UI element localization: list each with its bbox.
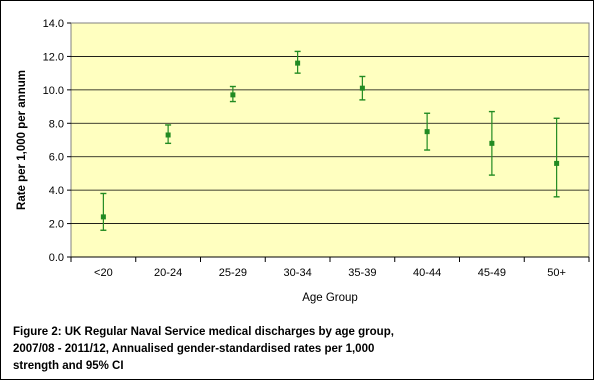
x-tick-label: 25-29 xyxy=(219,267,247,279)
y-tick-label: 14.0 xyxy=(43,18,64,30)
x-axis-ticks: <20 20-24 25-29 30-34 35-39 40-44 45-49 50+ xyxy=(70,257,590,279)
y-tick-label: 0.0 xyxy=(49,252,64,264)
y-tick-label: 10.0 xyxy=(43,85,64,97)
y-tick-label: 12.0 xyxy=(43,51,64,63)
caption-line-3: strength and 95% CI xyxy=(13,360,124,372)
x-tick-label: <20 xyxy=(94,267,113,279)
y-axis-ticks: 0.0 2.0 4.0 6.0 8.0 10.0 12.0 14.0 xyxy=(43,18,71,264)
x-tick-label: 35-39 xyxy=(348,267,376,279)
data-point xyxy=(100,214,106,220)
data-point xyxy=(554,160,560,166)
x-tick-label: 30-34 xyxy=(284,267,312,279)
y-tick-label: 4.0 xyxy=(49,185,64,197)
y-tick-label: 6.0 xyxy=(49,152,64,164)
x-tick-label: 40-44 xyxy=(413,267,441,279)
data-point xyxy=(165,132,171,138)
x-axis-label: Age Group xyxy=(302,292,358,304)
data-point xyxy=(424,129,430,135)
caption-line-2: 2007/08 - 2011/12, Annualised gender-sta… xyxy=(13,343,375,355)
x-tick-label: 45-49 xyxy=(478,267,506,279)
caption-line-1: Figure 2: UK Regular Naval Service medic… xyxy=(13,326,394,338)
data-point xyxy=(295,60,301,66)
x-tick-label: 50+ xyxy=(547,267,566,279)
plot-area xyxy=(70,22,590,258)
data-point xyxy=(230,92,236,98)
error-bar xyxy=(100,192,107,231)
x-tick-label: 20-24 xyxy=(154,267,182,279)
y-tick-label: 2.0 xyxy=(49,219,64,231)
figure-caption: Figure 2: UK Regular Naval Service medic… xyxy=(13,324,573,375)
y-tick-label: 8.0 xyxy=(49,118,64,130)
data-points xyxy=(100,60,560,220)
data-point xyxy=(359,85,365,91)
y-axis-label: Rate per 1,000 per annum xyxy=(16,70,28,210)
error-bar xyxy=(553,117,560,198)
chart: 0.0 2.0 4.0 6.0 8.0 10.0 12.0 14.0 <20 20-24 25-2… xyxy=(16,18,590,304)
data-point xyxy=(489,140,495,146)
